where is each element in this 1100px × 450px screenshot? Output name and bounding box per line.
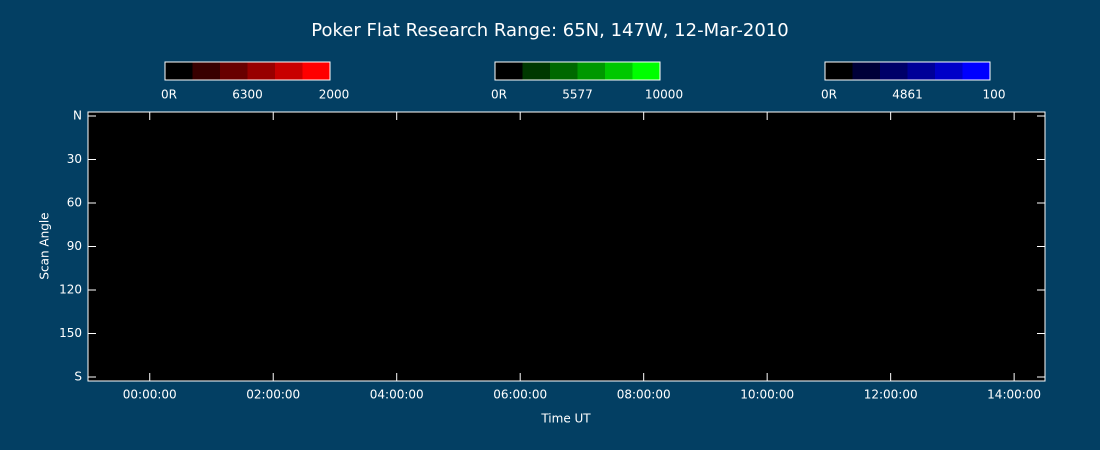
plot-area [88, 112, 1045, 381]
colorbar-segment [935, 62, 963, 80]
colorbar-label: 6300 [232, 88, 263, 102]
x-tick-label: 12:00:00 [864, 388, 918, 402]
x-tick-label: 10:00:00 [740, 388, 794, 402]
x-axis-label: Time UT [540, 412, 591, 426]
y-tick-label: 30 [67, 152, 82, 166]
colorbar-segment [247, 62, 275, 80]
y-tick-label: 150 [59, 326, 82, 340]
colorbar-segment [605, 62, 633, 80]
colorbar-segment [880, 62, 908, 80]
colorbar-segment [165, 62, 193, 80]
colorbar-segment [852, 62, 880, 80]
colorbar-max-label: 10000 [645, 88, 683, 102]
colorbar-min-label: 0R [821, 88, 837, 102]
colorbar-segment [192, 62, 220, 80]
colorbar-frame [494, 61, 661, 81]
colorbar-min-label: 0R [491, 88, 507, 102]
x-tick-label: 00:00:00 [123, 388, 177, 402]
colorbar-segment [825, 62, 853, 80]
x-tick-label: 04:00:00 [370, 388, 424, 402]
colorbar-frame [824, 61, 991, 81]
colorbar-label: 4861 [892, 88, 923, 102]
colorbar-segment [962, 62, 990, 80]
colorbar-segment [220, 62, 248, 80]
y-tick-label: 120 [59, 283, 82, 297]
colorbar-label: 5577 [562, 88, 593, 102]
x-tick-label: 08:00:00 [617, 388, 671, 402]
y-tick-label: N [73, 109, 82, 123]
x-tick-label: 02:00:00 [246, 388, 300, 402]
colorbar-max-label: 2000 [319, 88, 350, 102]
colorbar-segment [550, 62, 578, 80]
x-tick-label: 14:00:00 [987, 388, 1041, 402]
colorbar-min-label: 0R [161, 88, 177, 102]
colorbar-segment [577, 62, 605, 80]
colorbar-segment [495, 62, 523, 80]
colorbar-segment [275, 62, 303, 80]
colorbar-segment [632, 62, 660, 80]
colorbar-max-label: 100 [983, 88, 1006, 102]
y-tick-label: 90 [67, 239, 82, 253]
y-tick-label: S [74, 370, 82, 384]
colorbar-segment [522, 62, 550, 80]
chart-title: Poker Flat Research Range: 65N, 147W, 12… [311, 20, 788, 41]
colorbar-frame [164, 61, 331, 81]
y-tick-label: 60 [67, 196, 82, 210]
colorbar-segment [302, 62, 330, 80]
y-axis-label: Scan Angle [38, 212, 52, 279]
x-tick-label: 06:00:00 [493, 388, 547, 402]
colorbar-segment [907, 62, 935, 80]
